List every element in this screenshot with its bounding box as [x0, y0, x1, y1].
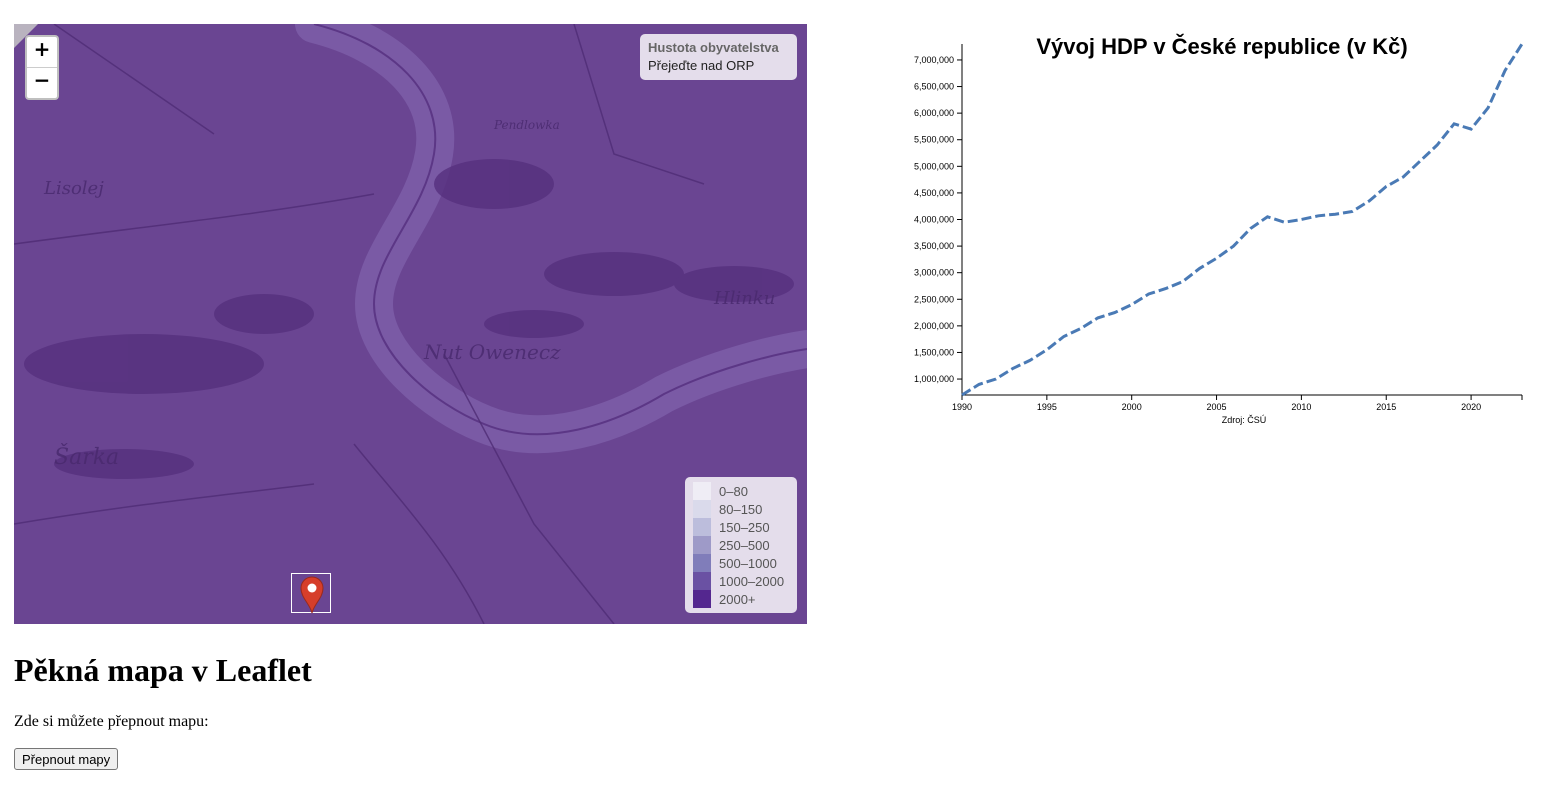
- legend-label: 150–250: [719, 519, 770, 535]
- legend-swatch: [693, 482, 711, 500]
- y-tick-label: 2,500,000: [914, 294, 954, 304]
- legend-swatch: [693, 536, 711, 554]
- page-title: Pěkná mapa v Leaflet: [14, 652, 312, 688]
- y-tick-label: 2,000,000: [914, 321, 954, 331]
- y-axis: 1,000,000 1,500,000 2,000,000 2,500,000 3,00…: [914, 44, 963, 395]
- zoom-in-button[interactable]: +: [33, 37, 51, 61]
- legend-label: 0–80: [719, 483, 748, 499]
- chart-title: Vývoj HDP v České republice (v Kč): [1036, 34, 1407, 59]
- x-tick-label: 2010: [1291, 402, 1311, 412]
- info-panel: Hustota obyvatelstva Přejeďte nad ORP: [640, 34, 797, 80]
- map-marker-icon[interactable]: [300, 576, 324, 614]
- x-tick-label: 2000: [1122, 402, 1142, 412]
- info-title: Hustota obyvatelstva: [648, 40, 779, 55]
- y-tick-label: 7,000,000: [914, 55, 954, 65]
- legend-item: 0–80: [693, 482, 789, 500]
- x-tick-label: 2015: [1376, 402, 1396, 412]
- legend-label: 1000–2000: [719, 573, 785, 589]
- gdp-series-line: [961, 43, 1524, 397]
- y-tick-label: 3,000,000: [914, 268, 954, 278]
- legend-swatch: [693, 554, 711, 572]
- svg-text:Pendlowka: Pendlowka: [493, 118, 560, 132]
- map-tiles: Lisolej Nut Owenecz Šarka Pendlowka Hlin…: [14, 24, 807, 624]
- legend-label: 250–500: [719, 537, 770, 553]
- legend-swatch: [693, 590, 711, 608]
- svg-text:Nut Owenecz: Nut Owenecz: [423, 340, 561, 364]
- zoom-out-button[interactable]: −: [27, 67, 57, 98]
- y-tick-label: 1,000,000: [914, 374, 954, 384]
- info-hint: Přejeďte nad ORP: [648, 58, 755, 73]
- x-tick-label: 2020: [1461, 402, 1481, 412]
- y-tick-label: 3,500,000: [914, 241, 954, 251]
- map-marker[interactable]: [291, 573, 331, 614]
- legend-swatch: [693, 572, 711, 590]
- legend-label: 2000+: [719, 591, 756, 607]
- x-axis: 1990 1995 2000 2005 2010 2015 2020: [952, 394, 1523, 412]
- y-tick-label: 4,000,000: [914, 215, 954, 225]
- legend-item: 250–500: [693, 536, 789, 554]
- legend-label: 500–1000: [719, 555, 777, 571]
- legend-item: 500–1000: [693, 554, 789, 572]
- chart-source: Zdroj: ČSÚ: [1222, 415, 1267, 425]
- svg-text:Lisolej: Lisolej: [43, 178, 104, 199]
- map[interactable]: Lisolej Nut Owenecz Šarka Pendlowka Hlin…: [14, 24, 807, 624]
- y-tick-label: 6,000,000: [914, 108, 954, 118]
- legend-item: 150–250: [693, 518, 789, 536]
- y-tick-label: 5,500,000: [914, 135, 954, 145]
- x-tick-label: 2005: [1207, 402, 1227, 412]
- y-tick-label: 1,500,000: [914, 347, 954, 357]
- gdp-chart: Vývoj HDP v České republice (v Kč) 1,000…: [914, 34, 1524, 425]
- y-tick-label: 5,000,000: [914, 161, 954, 171]
- density-legend: 0–80 80–150 150–250 250–500 500–1000 100…: [685, 477, 797, 613]
- legend-item: 2000+: [693, 590, 789, 608]
- switch-note: Zde si můžete přepnout mapu:: [14, 713, 209, 730]
- x-tick-label: 1995: [1037, 402, 1057, 412]
- legend-swatch: [693, 518, 711, 536]
- y-tick-label: 4,500,000: [914, 188, 954, 198]
- legend-swatch: [693, 500, 711, 518]
- legend-item: 80–150: [693, 500, 789, 518]
- legend-label: 80–150: [719, 501, 763, 517]
- y-tick-label: 6,500,000: [914, 82, 954, 92]
- legend-item: 1000–2000: [693, 572, 789, 590]
- zoom-control: + −: [25, 35, 59, 100]
- svg-text:Šarka: Šarka: [54, 443, 119, 470]
- svg-text:Hlinku: Hlinku: [713, 288, 775, 309]
- switch-map-button[interactable]: Přepnout mapy: [14, 748, 119, 770]
- x-tick-label: 1990: [952, 402, 972, 412]
